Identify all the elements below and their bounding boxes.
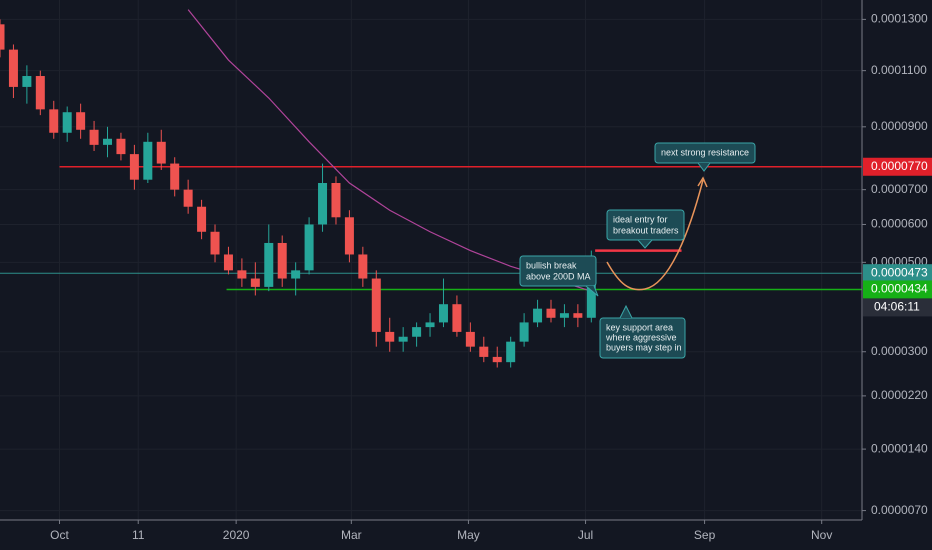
projection-curve: [606, 179, 704, 291]
candle-body: [559, 313, 569, 318]
candle-body: [586, 273, 596, 318]
candle-body: [129, 154, 139, 180]
callout: ideal entry for breakout traders: [606, 209, 685, 249]
x-tick-label: May: [457, 528, 480, 542]
callout-pointer: [619, 304, 633, 319]
candle-body: [49, 109, 59, 133]
callout-text: key support area: [606, 322, 673, 332]
x-tick-label: 11: [132, 528, 145, 542]
callout: key support area where aggressive buyers…: [599, 304, 686, 359]
projection-arrow: [697, 176, 708, 188]
candle-body: [573, 313, 583, 318]
candle-body: [438, 304, 448, 323]
x-tick-label: 2020: [223, 528, 250, 542]
candle-body: [412, 327, 422, 337]
callout-text: buyers may step in: [606, 342, 682, 352]
candle-body: [479, 346, 489, 357]
candle-body: [398, 336, 408, 342]
y-tick-label: 0.0000700: [871, 182, 928, 196]
candle-body: [492, 356, 502, 363]
x-tick-label: Oct: [50, 528, 69, 542]
callout-pointer: [637, 239, 653, 249]
callout-pointer: [585, 285, 599, 297]
candle-body: [264, 242, 274, 287]
y-tick-label: 0.0001300: [871, 12, 928, 26]
candle-body: [116, 138, 126, 155]
callout-box: [599, 317, 686, 359]
candle-body: [331, 182, 341, 218]
candle-body: [76, 112, 86, 130]
level-label-box: [863, 157, 932, 176]
candle-body: [156, 141, 166, 164]
candle-body: [533, 308, 543, 323]
callout: next strong resistance: [654, 142, 756, 172]
candle-body: [452, 304, 462, 332]
candle-body: [89, 129, 99, 145]
candle-body: [223, 254, 233, 271]
candle-body: [277, 242, 287, 279]
candle-body: [103, 138, 113, 145]
candle-body: [197, 206, 207, 232]
callout-text: above 200D MA: [526, 271, 591, 281]
y-tick-label: 0.0000600: [871, 217, 928, 231]
x-tick-label: Jul: [578, 528, 593, 542]
candle-body: [506, 341, 516, 363]
candle-body: [210, 231, 220, 255]
candle-body: [183, 189, 193, 207]
level-label-box: [863, 264, 932, 283]
candle-body: [358, 254, 368, 279]
candle-body: [170, 163, 180, 190]
callout-text: bullish break: [526, 260, 577, 270]
level-label-text: 0.0000770: [871, 159, 928, 173]
candle-body: [546, 308, 556, 318]
y-tick-label: 0.0000220: [871, 388, 928, 402]
callout-text: breakout traders: [613, 225, 679, 235]
callout-pointer: [697, 162, 711, 172]
candle-body: [344, 217, 354, 255]
countdown: 04:06:11: [874, 300, 920, 314]
y-tick-label: 0.0000300: [871, 344, 928, 358]
candle-body: [371, 278, 381, 332]
candle-body: [519, 322, 529, 342]
y-tick-label: 0.0001100: [871, 63, 927, 77]
candle-body: [291, 270, 301, 279]
level-label-box: [863, 280, 932, 299]
candle-body: [304, 224, 314, 271]
x-tick-label: Mar: [341, 528, 362, 542]
candle-body: [425, 322, 435, 328]
y-tick-label: 0.0000140: [871, 441, 928, 455]
candle-body: [318, 182, 328, 225]
level-label-text: 0.0000473: [871, 265, 928, 279]
candle-body: [385, 331, 395, 342]
candle-body: [250, 278, 260, 287]
grid: [0, 0, 862, 520]
candle-body: [143, 141, 153, 180]
x-tick-label: Sep: [694, 528, 716, 542]
candle-body: [8, 49, 18, 87]
callout-text: ideal entry for: [613, 214, 668, 224]
countdown-box: [863, 298, 932, 317]
y-tick-label: 0.0000900: [871, 119, 928, 133]
candle-body: [35, 76, 45, 110]
callout: bullish break above 200D MA: [519, 255, 599, 297]
candle-body: [237, 270, 247, 279]
callout-text: next strong resistance: [661, 147, 749, 157]
candle-body: [22, 76, 32, 87]
x-tick-label: Nov: [811, 528, 832, 542]
candle-body: [0, 24, 5, 50]
candle-body: [62, 112, 72, 133]
candle-body: [465, 331, 475, 347]
y-tick-label: 0.0000070: [871, 503, 928, 517]
level-label-text: 0.0000434: [871, 282, 928, 296]
callout-box: [519, 255, 597, 287]
callout-text: where aggressive: [605, 332, 677, 342]
